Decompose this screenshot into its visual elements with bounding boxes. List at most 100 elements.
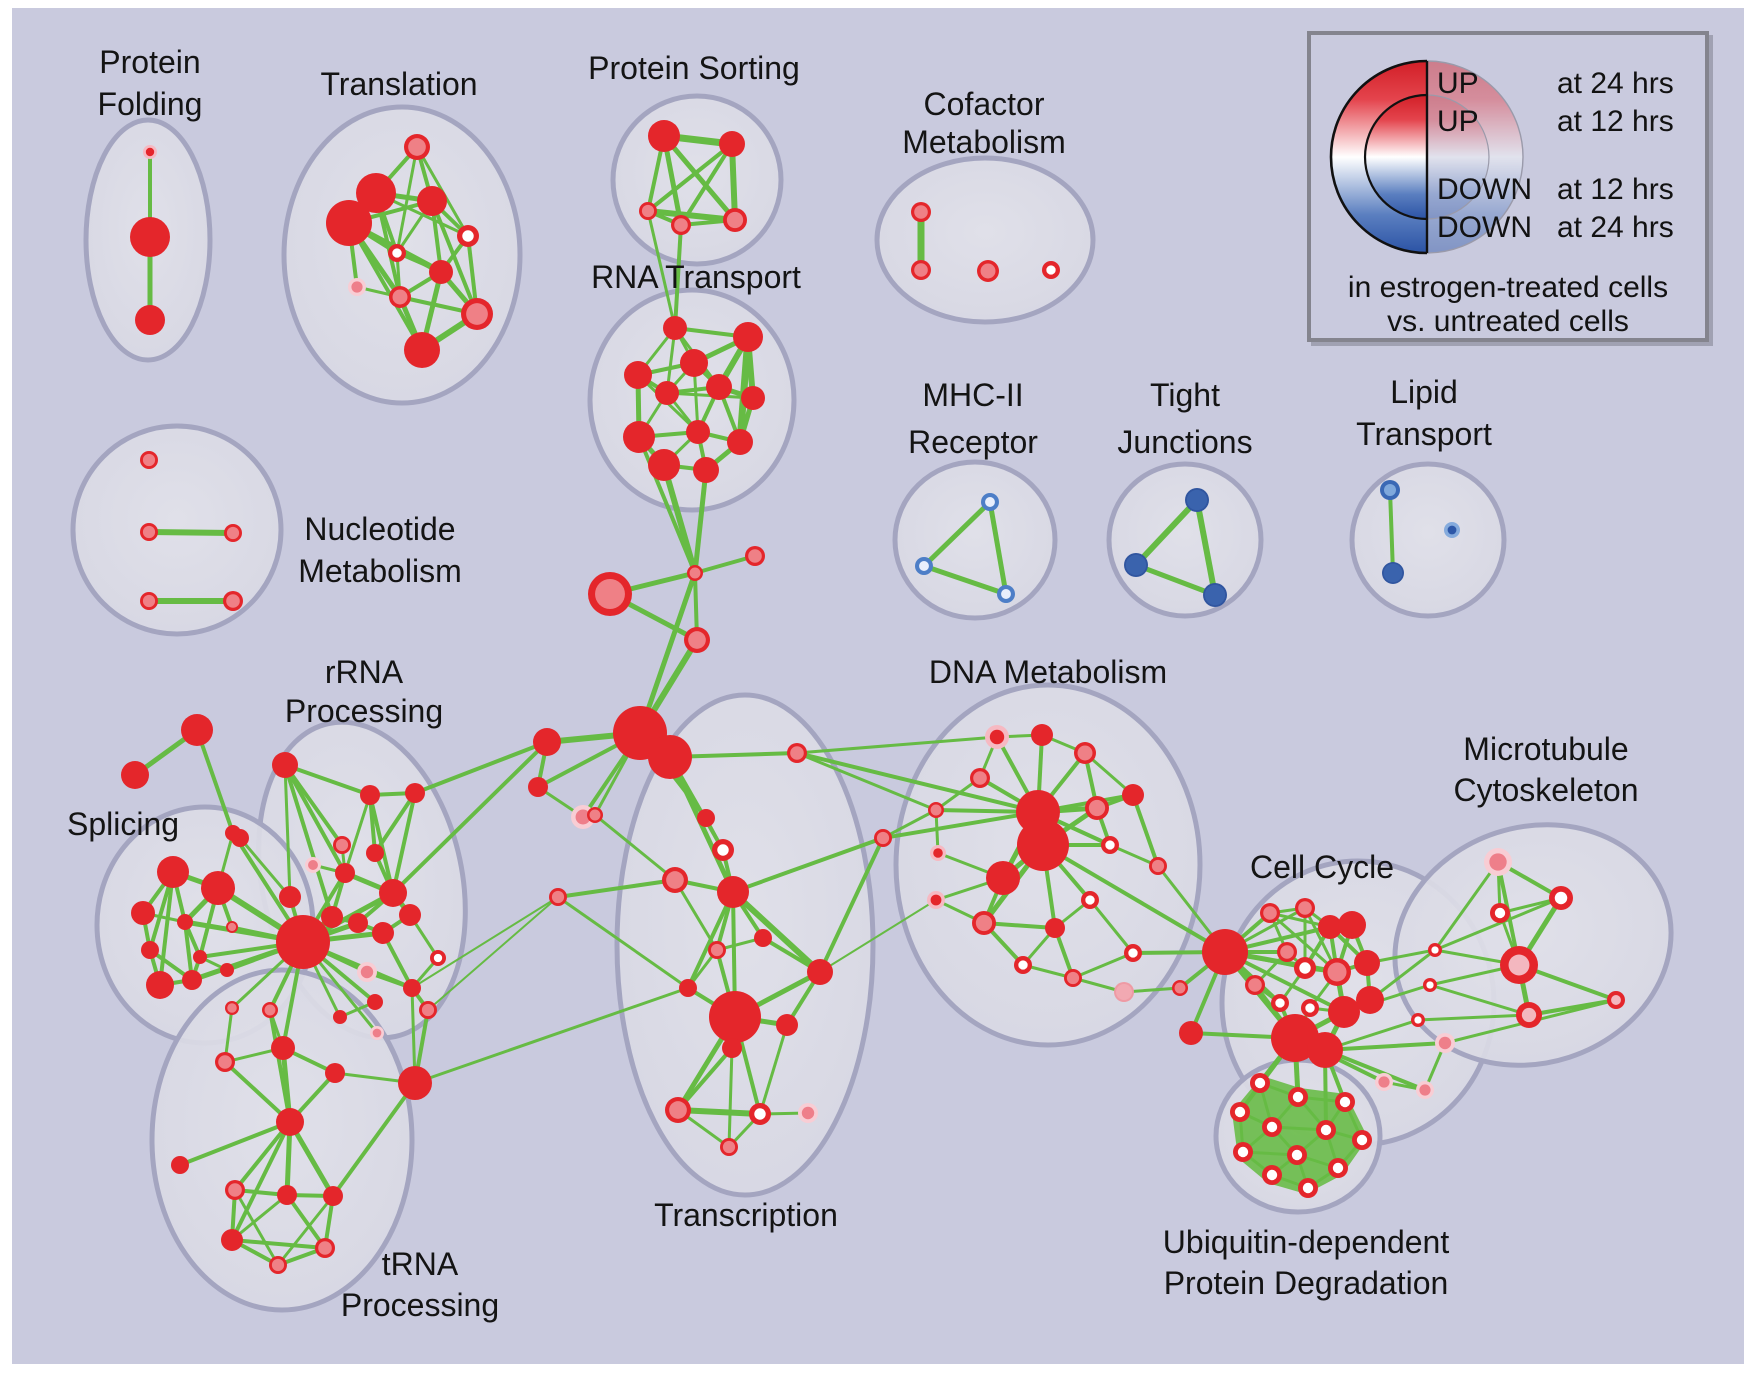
network-edge-T1-T6 <box>395 146 419 254</box>
network-node-core-X3 <box>666 871 684 889</box>
network-node-core-H2 <box>748 549 762 563</box>
network-node-S6 <box>131 901 155 925</box>
network-node-core-BM2 <box>1426 981 1434 989</box>
network-node-core-T8 <box>351 281 363 293</box>
network-node-GH <box>276 915 330 969</box>
network-edge-X5-X3 <box>594 813 676 882</box>
network-node-core-LT1 <box>1384 484 1396 496</box>
network-node-core-TJ1 <box>1186 489 1208 511</box>
cluster-label-microtubule-cytoskeleton-line2: Cytoskeleton <box>1454 772 1639 808</box>
cluster-label-tight-junctions-line2: Junctions <box>1117 424 1252 460</box>
network-node-core-X7 <box>710 943 724 957</box>
network-node-core-R4 <box>335 838 349 852</box>
network-node-core-CC8 <box>1299 962 1311 974</box>
network-edge-RT11-H1 <box>661 464 698 574</box>
network-edge-BD2-R18 <box>427 896 559 1011</box>
network-edge-PS2-PS3 <box>646 142 734 213</box>
network-node-core-U9 <box>1291 1149 1303 1161</box>
network-node-R3 <box>405 783 425 803</box>
network-node-core-LT3 <box>1447 525 1457 535</box>
network-edge-H1-HUB1 <box>637 572 698 734</box>
cluster-label-protein-folding-line2: Folding <box>98 86 203 122</box>
network-node-core-T6 <box>392 248 402 258</box>
network-node-T4 <box>326 200 372 246</box>
network-node-RB <box>398 1066 432 1100</box>
cluster-label-nucleotide-metabolism-line1: Nucleotide <box>304 511 455 547</box>
network-node-X4 <box>717 876 749 908</box>
network-node-R16 <box>403 979 421 997</box>
network-edge-BD3-D8 <box>796 751 1039 814</box>
network-node-core-S8 <box>227 922 237 932</box>
network-edge-TR4-TR8 <box>287 1120 336 1198</box>
network-node-RT2 <box>733 322 763 352</box>
network-node-S10 <box>193 950 207 964</box>
network-node-core-B2 <box>264 1004 276 1016</box>
network-node-core-PS3 <box>641 204 655 218</box>
cluster-label-mhc-ii-receptor-line2: Receptor <box>908 424 1038 460</box>
network-node-R2 <box>360 785 380 805</box>
network-node-R19 <box>333 1010 347 1024</box>
cluster-label-cofactor-metabolism-line1: Cofactor <box>924 86 1045 122</box>
network-node-CC2 <box>1179 1021 1203 1045</box>
network-edge-PS1-PS5 <box>662 134 737 222</box>
network-node-RT1 <box>663 316 687 340</box>
network-edge-BD4-X9 <box>818 837 885 973</box>
network-node-RT3 <box>680 349 708 377</box>
cluster-label-lipid-transport-line1: Lipid <box>1390 374 1458 410</box>
network-node-core-X14 <box>754 1108 766 1120</box>
network-edge-TR4-TR5 <box>179 1120 291 1167</box>
up-down-legend-icon <box>1329 59 1524 255</box>
network-edge-TR7-TR10 <box>285 1193 327 1250</box>
network-edge-X11-X14 <box>758 1024 789 1115</box>
network-node-core-PS5 <box>726 211 744 229</box>
network-node-T2 <box>356 173 396 213</box>
network-node-RT9 <box>686 420 710 444</box>
network-node-core-R15 <box>360 965 374 979</box>
network-node-core-NM5 <box>226 594 240 608</box>
network-node-core-D3 <box>1077 745 1093 761</box>
network-node-R11 <box>348 913 368 933</box>
legend-direction-label: UP <box>1437 105 1479 138</box>
network-node-TR3 <box>325 1063 345 1083</box>
cluster-ellipse-transcription <box>614 692 876 1198</box>
network-edge-TR9-TR10 <box>231 1238 326 1250</box>
cluster-label-nucleotide-metabolism-line2: Metabolism <box>298 553 462 589</box>
network-node-R1 <box>272 752 298 778</box>
cluster-label-microtubule-cytoskeleton-line1: Microtubule <box>1463 731 1628 767</box>
network-node-TR7 <box>277 1185 297 1205</box>
cluster-label-mhc-ii-receptor-line1: MHC-II <box>922 377 1023 413</box>
network-edge-BM3-MT5 <box>1417 1013 1530 1022</box>
network-edge-PS3-PS5 <box>647 208 736 223</box>
network-node-core-T10 <box>466 303 488 325</box>
network-node-S9 <box>141 941 159 959</box>
network-node-core-TR6 <box>228 1183 242 1197</box>
network-node-core-U2 <box>1292 1091 1304 1103</box>
network-edge-LT1-LT2 <box>1388 489 1395 574</box>
network-node-core-X13 <box>669 1101 687 1119</box>
network-node-CC5 <box>1318 915 1342 939</box>
network-edge-TJ1-TJ3 <box>1194 499 1218 596</box>
network-node-R7 <box>366 844 384 862</box>
network-edge-BD3-D1 <box>796 735 998 755</box>
network-node-core-T1 <box>408 138 426 156</box>
network-node-TR2 <box>271 1036 295 1060</box>
network-edge-R1-R6 <box>283 764 347 874</box>
network-node-core-BM3 <box>1414 1016 1422 1024</box>
network-node-R10 <box>321 906 343 928</box>
cluster-label-tight-junctions-line1: Tight <box>1150 377 1220 413</box>
network-node-core-X2 <box>717 844 729 856</box>
network-node-core-BD2 <box>551 890 565 904</box>
network-node-core-X5 <box>589 809 601 821</box>
network-edge-X3-X7 <box>673 879 719 951</box>
network-node-core-MT3 <box>1494 907 1506 919</box>
network-node-S12 <box>182 970 202 990</box>
network-node-core-CM2 <box>914 263 928 277</box>
network-node-RT5 <box>706 374 732 400</box>
cluster-label-ubiquitin-degradation-line2: Protein Degradation <box>1164 1265 1449 1301</box>
network-node-core-H3 <box>595 579 625 609</box>
network-node-core-MT6 <box>1611 995 1621 1005</box>
cluster-label-translation-line1: Translation <box>320 66 477 102</box>
cluster-label-rna-transport-line1: RNA Transport <box>591 259 801 295</box>
network-node-core-CM1 <box>914 205 928 219</box>
network-edge-PS4-RT1 <box>673 224 683 329</box>
